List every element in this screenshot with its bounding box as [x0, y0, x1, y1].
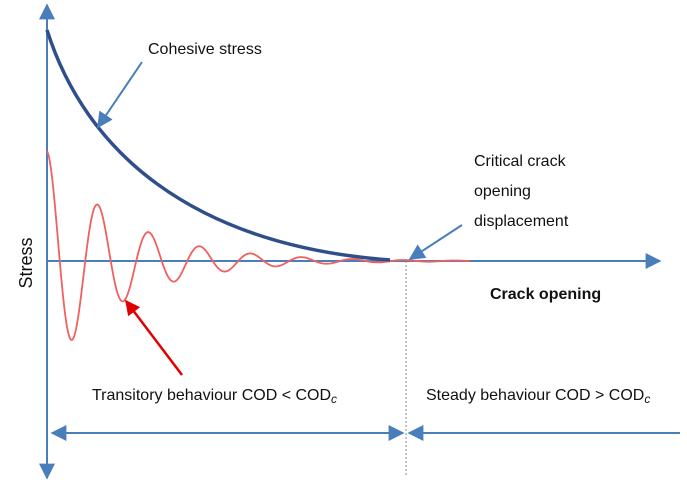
- transitory-text: Transitory behaviour COD < COD: [92, 387, 331, 404]
- critical-arrow: [408, 224, 463, 260]
- x-axis-label: Crack opening: [490, 286, 601, 303]
- steady-label: Steady behaviour COD > CODc: [426, 387, 650, 406]
- transitory-label: Transitory behaviour COD < CODc: [92, 387, 337, 406]
- cohesive-curve: [45, 29, 391, 262]
- critical-label: Critical crack: [474, 153, 567, 170]
- cohesive-arrow: [97, 61, 143, 129]
- transitory-sub: c: [331, 392, 337, 406]
- y-axis-label: Stress: [16, 237, 36, 288]
- critical-label: displacement: [474, 213, 569, 230]
- steady-sub: c: [644, 392, 650, 406]
- transitory-arrow: [125, 299, 183, 376]
- cohesive-label: Cohesive stress: [148, 41, 262, 58]
- steady-text: Steady behaviour COD > COD: [426, 387, 644, 404]
- critical-label: opening: [474, 183, 531, 200]
- oscillation-curve: [46, 150, 471, 341]
